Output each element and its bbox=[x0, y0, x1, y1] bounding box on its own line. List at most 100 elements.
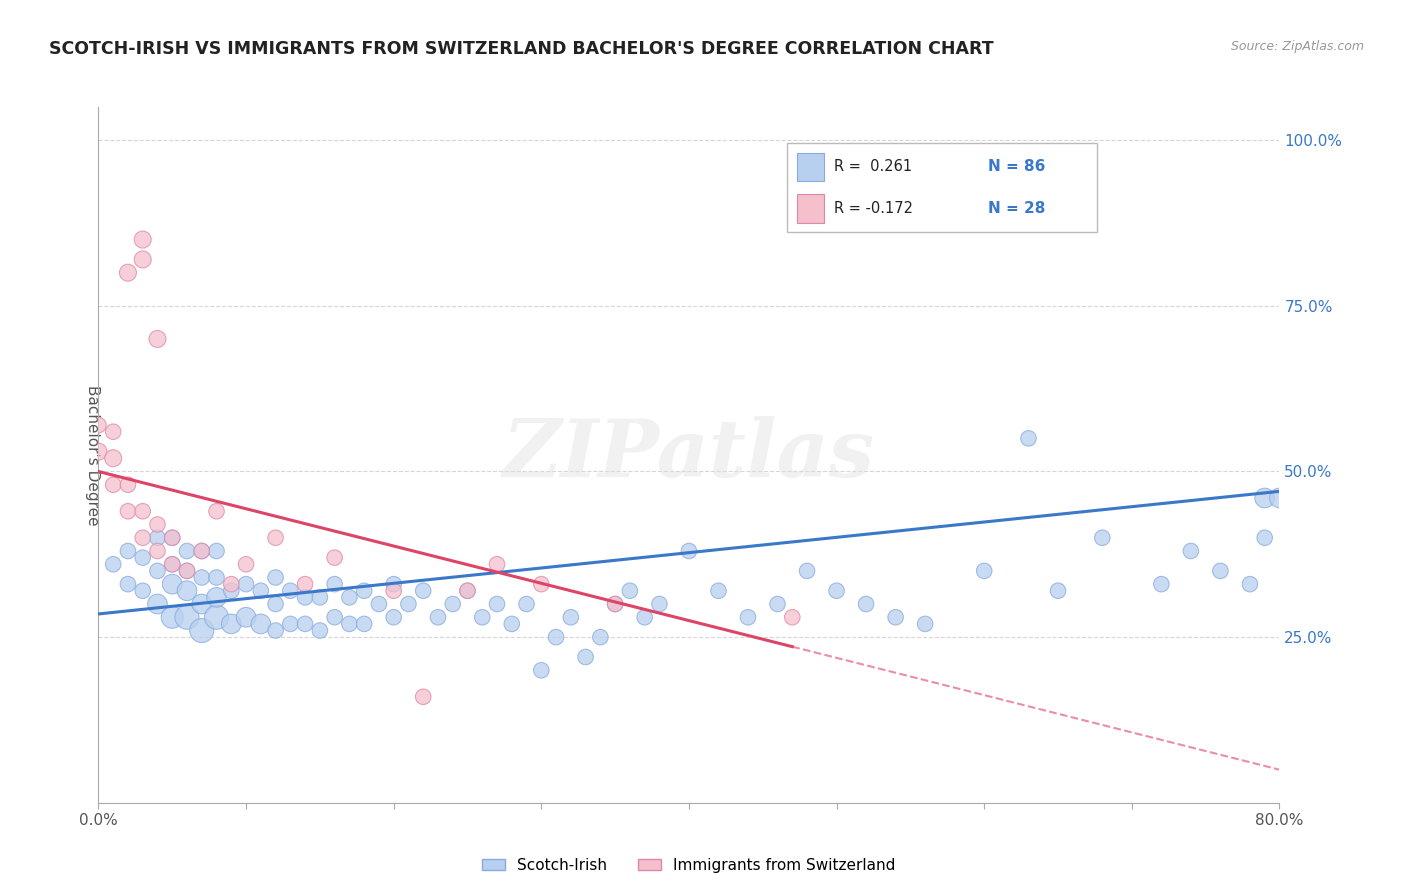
Point bbox=[560, 610, 582, 624]
Point bbox=[1268, 491, 1291, 505]
Point bbox=[530, 663, 553, 677]
Point bbox=[782, 610, 804, 624]
Text: SCOTCH-IRISH VS IMMIGRANTS FROM SWITZERLAND BACHELOR'S DEGREE CORRELATION CHART: SCOTCH-IRISH VS IMMIGRANTS FROM SWITZERL… bbox=[49, 40, 994, 58]
Point bbox=[1254, 491, 1277, 505]
Point bbox=[176, 610, 198, 624]
Point bbox=[191, 597, 214, 611]
Point bbox=[176, 564, 198, 578]
Point bbox=[205, 544, 228, 558]
Text: N = 86: N = 86 bbox=[988, 160, 1046, 174]
Text: Source: ZipAtlas.com: Source: ZipAtlas.com bbox=[1230, 40, 1364, 54]
Point bbox=[117, 266, 139, 280]
Point bbox=[973, 564, 995, 578]
Text: R =  0.261: R = 0.261 bbox=[834, 160, 912, 174]
Point bbox=[766, 597, 789, 611]
Point bbox=[87, 418, 110, 433]
Point bbox=[796, 564, 818, 578]
Point bbox=[1046, 583, 1070, 598]
Y-axis label: Bachelor's Degree: Bachelor's Degree bbox=[86, 384, 100, 525]
Point bbox=[235, 577, 257, 591]
FancyBboxPatch shape bbox=[797, 153, 824, 181]
Point bbox=[146, 517, 169, 532]
Point bbox=[619, 583, 641, 598]
Point bbox=[191, 544, 214, 558]
Point bbox=[382, 583, 405, 598]
Point bbox=[353, 583, 375, 598]
Point bbox=[146, 531, 169, 545]
Point bbox=[309, 624, 332, 638]
Point bbox=[87, 444, 110, 458]
Point bbox=[412, 690, 434, 704]
Point bbox=[117, 577, 139, 591]
Point bbox=[162, 610, 183, 624]
Point bbox=[339, 591, 361, 605]
Point bbox=[117, 544, 139, 558]
Point bbox=[471, 610, 494, 624]
Point bbox=[382, 577, 405, 591]
Point bbox=[280, 616, 302, 631]
Legend: Scotch-Irish, Immigrants from Switzerland: Scotch-Irish, Immigrants from Switzerlan… bbox=[477, 852, 901, 879]
Point bbox=[250, 583, 273, 598]
Point bbox=[412, 583, 434, 598]
Text: ZIPatlas: ZIPatlas bbox=[503, 417, 875, 493]
Point bbox=[205, 610, 228, 624]
Point bbox=[737, 610, 759, 624]
Point bbox=[589, 630, 612, 644]
Text: N = 28: N = 28 bbox=[988, 202, 1046, 216]
Point bbox=[191, 624, 214, 638]
Point bbox=[103, 425, 125, 439]
Point bbox=[146, 544, 169, 558]
Point bbox=[294, 577, 316, 591]
Point bbox=[486, 597, 509, 611]
Point bbox=[205, 591, 228, 605]
Point bbox=[205, 570, 228, 584]
FancyBboxPatch shape bbox=[787, 143, 1097, 232]
Point bbox=[162, 577, 183, 591]
Text: R = -0.172: R = -0.172 bbox=[834, 202, 912, 216]
Point bbox=[382, 610, 405, 624]
Point bbox=[191, 544, 214, 558]
Point bbox=[117, 477, 139, 491]
Point bbox=[162, 531, 183, 545]
Point bbox=[427, 610, 450, 624]
Point bbox=[1018, 431, 1040, 445]
Point bbox=[264, 570, 287, 584]
Point bbox=[1180, 544, 1202, 558]
Point bbox=[221, 577, 243, 591]
Point bbox=[205, 504, 228, 518]
Point bbox=[264, 597, 287, 611]
Point bbox=[146, 597, 169, 611]
Point bbox=[457, 583, 479, 598]
Point bbox=[530, 577, 553, 591]
Point bbox=[825, 583, 848, 598]
Point bbox=[117, 504, 139, 518]
Point bbox=[323, 610, 346, 624]
Point bbox=[707, 583, 730, 598]
Point bbox=[132, 550, 155, 565]
Point bbox=[132, 252, 155, 267]
Point bbox=[516, 597, 538, 611]
Point bbox=[575, 650, 598, 665]
Point bbox=[605, 597, 627, 611]
FancyBboxPatch shape bbox=[797, 194, 824, 223]
Point bbox=[1091, 531, 1114, 545]
Point bbox=[250, 616, 273, 631]
Point bbox=[323, 577, 346, 591]
Point bbox=[162, 558, 183, 572]
Point bbox=[546, 630, 568, 644]
Point bbox=[457, 583, 479, 598]
Point bbox=[1254, 531, 1277, 545]
Point bbox=[264, 624, 287, 638]
Point bbox=[235, 558, 257, 572]
Point bbox=[441, 597, 464, 611]
Point bbox=[294, 591, 316, 605]
Point bbox=[176, 564, 198, 578]
Point bbox=[398, 597, 420, 611]
Point bbox=[103, 477, 125, 491]
Point bbox=[191, 570, 214, 584]
Point bbox=[605, 597, 627, 611]
Point bbox=[648, 597, 671, 611]
Point bbox=[323, 550, 346, 565]
Point bbox=[221, 616, 243, 631]
Point bbox=[132, 504, 155, 518]
